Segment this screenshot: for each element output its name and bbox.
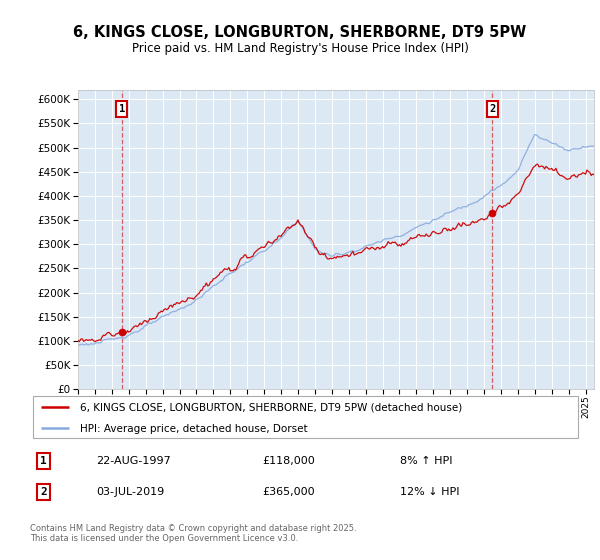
Text: 1: 1: [40, 456, 47, 466]
Text: 1: 1: [119, 104, 125, 114]
Text: £365,000: £365,000: [262, 487, 314, 497]
Text: Contains HM Land Registry data © Crown copyright and database right 2025.
This d: Contains HM Land Registry data © Crown c…: [30, 524, 356, 543]
Text: 2: 2: [490, 104, 496, 114]
Text: 2: 2: [40, 487, 47, 497]
Text: 03-JUL-2019: 03-JUL-2019: [96, 487, 164, 497]
Text: 8% ↑ HPI: 8% ↑ HPI: [400, 456, 452, 466]
Text: 12% ↓ HPI: 12% ↓ HPI: [400, 487, 460, 497]
Text: HPI: Average price, detached house, Dorset: HPI: Average price, detached house, Dors…: [80, 424, 307, 434]
Text: 6, KINGS CLOSE, LONGBURTON, SHERBORNE, DT9 5PW (detached house): 6, KINGS CLOSE, LONGBURTON, SHERBORNE, D…: [80, 403, 462, 413]
FancyBboxPatch shape: [33, 395, 578, 438]
Text: £118,000: £118,000: [262, 456, 314, 466]
Text: 6, KINGS CLOSE, LONGBURTON, SHERBORNE, DT9 5PW: 6, KINGS CLOSE, LONGBURTON, SHERBORNE, D…: [73, 25, 527, 40]
Text: Price paid vs. HM Land Registry's House Price Index (HPI): Price paid vs. HM Land Registry's House …: [131, 42, 469, 55]
Text: 22-AUG-1997: 22-AUG-1997: [96, 456, 171, 466]
